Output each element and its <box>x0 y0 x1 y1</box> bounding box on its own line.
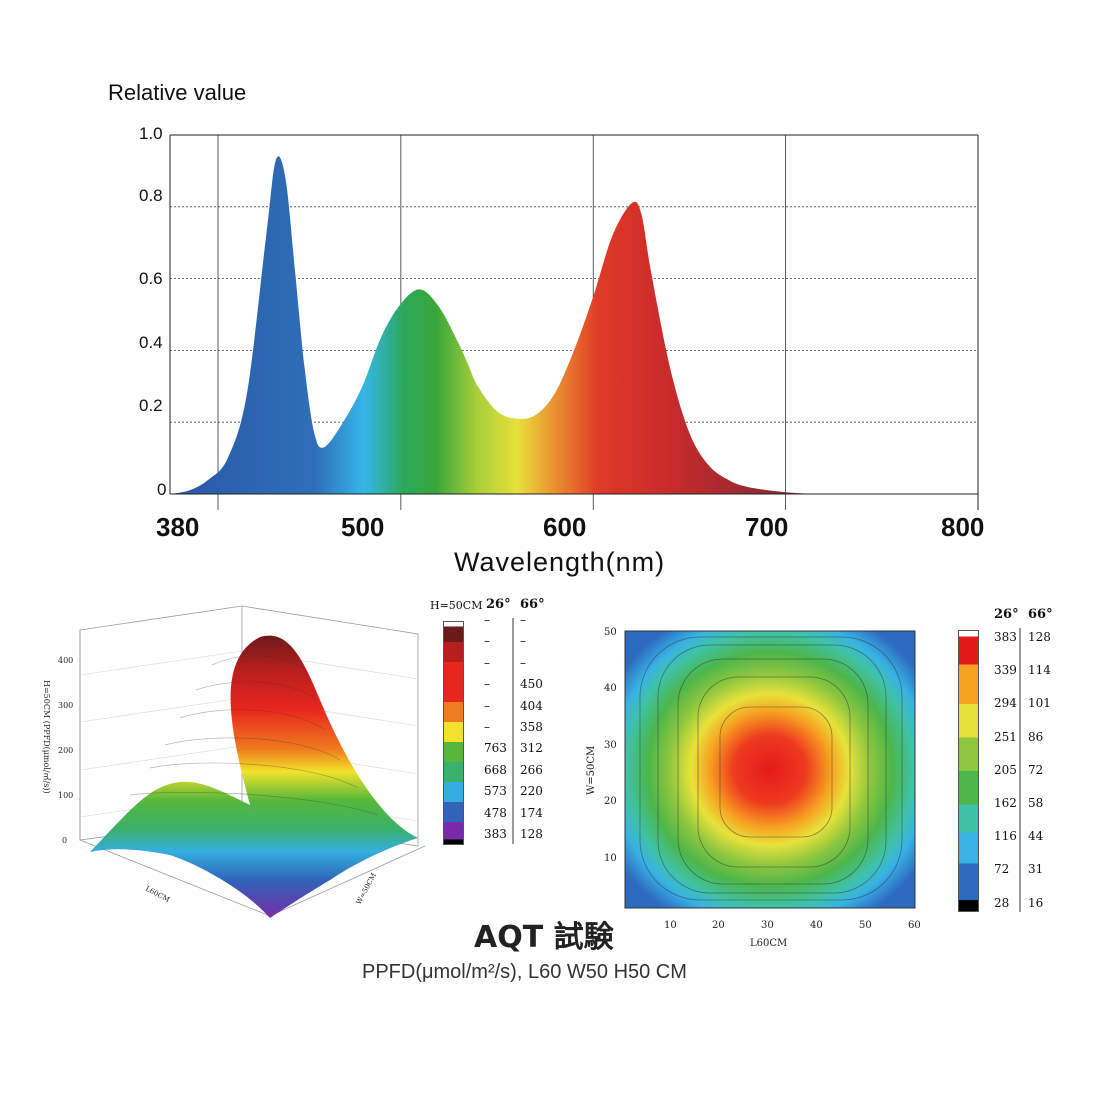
xtick-label: 380 <box>156 512 200 542</box>
heat-legend-col1-value: 383 <box>994 630 1017 644</box>
surface-legend-col1-value: 478 <box>484 805 507 820</box>
heat-ytick: 40 <box>604 683 617 694</box>
heat-xtick: 60 <box>908 920 921 931</box>
ytick-label: 0.2 <box>139 396 163 415</box>
heat-legend-col1-value: 205 <box>994 762 1017 777</box>
heat-xtick: 30 <box>761 920 774 931</box>
surface-zlabel: H=50CM (PPFD(μmol/㎡/s)) <box>42 680 51 794</box>
xtick-label: 700 <box>745 512 789 542</box>
heat-ytick: 20 <box>604 796 617 807</box>
ytick-label: 0.4 <box>139 333 163 352</box>
heat-legend-col2-header: 66° <box>1028 607 1053 622</box>
xtick-label: 500 <box>341 512 385 542</box>
surface-dome <box>90 635 418 918</box>
surface-legend-col2-value: 404 <box>520 698 543 713</box>
spectrum-frame <box>169 134 979 510</box>
surface-legend-col2-value: 266 <box>520 762 543 777</box>
surface-legend-col1-value: – <box>484 634 490 649</box>
heat-legend-col1-value: 339 <box>994 663 1017 678</box>
ytick-label: 0.8 <box>139 186 163 205</box>
surface-colorbar <box>443 621 464 845</box>
heatmap-contours <box>639 636 903 901</box>
heat-legend-col1-value: 294 <box>994 696 1017 711</box>
surface-legend-col1-value: – <box>484 720 490 734</box>
spectrum-ylabel: Relative value <box>108 80 247 105</box>
surface-legend-col2-value: – <box>520 613 526 627</box>
heat-xtick: 20 <box>712 920 725 931</box>
spectrum-area <box>170 156 978 494</box>
heat-ytick: 30 <box>604 740 617 751</box>
heat-legend-col2-value: 114 <box>1028 663 1051 678</box>
surface-contours <box>129 655 379 816</box>
surface-legend-col2-value: 450 <box>520 677 543 692</box>
heatmap-colorbar <box>958 630 979 912</box>
xtick-label: 600 <box>543 512 587 542</box>
surface-legend-col1-value: – <box>484 655 490 670</box>
heat-legend-col2-value: 16 <box>1028 895 1044 910</box>
ytick-label: 0.6 <box>139 269 163 288</box>
heat-legend-col1-value: 116 <box>994 829 1017 844</box>
surface-legend-col1-value: – <box>484 698 490 713</box>
surface-legend-col1-value: 763 <box>484 741 507 756</box>
heat-legend-col2-value: 31 <box>1028 862 1044 877</box>
surface-legend-col1-header: 26° <box>486 597 511 612</box>
legend-divider <box>1019 628 1021 912</box>
surface-ylabel: W=50CM <box>355 872 378 906</box>
surface-legend-title: H=50CM <box>430 599 483 612</box>
heat-xtick: 40 <box>810 920 823 931</box>
ztick-label: 400 <box>58 656 73 665</box>
caption-subtitle: PPFD(μmol/m²/s), L60 W50 H50 CM <box>362 961 687 983</box>
ztick-label: 200 <box>58 746 73 755</box>
heat-ytick: 50 <box>604 627 617 638</box>
surface-legend-col1-value: 383 <box>484 827 507 841</box>
surface-legend-col1-value: 668 <box>484 762 507 777</box>
heatmap-chart: 50 40 30 20 10 10 20 30 40 50 60 L60CM W… <box>586 627 921 949</box>
surface-legend-col2-value: – <box>520 655 526 670</box>
surface-legend-col2-value: 312 <box>520 741 543 756</box>
heat-legend-col1-value: 28 <box>994 895 1010 910</box>
surface-xlabel: L60CM <box>144 885 171 904</box>
heat-ylabel: W=50CM <box>586 746 597 795</box>
heat-xtick: 50 <box>859 920 872 931</box>
xtick-label: 800 <box>941 512 985 542</box>
ztick-label: 100 <box>58 791 73 800</box>
ytick-label: 1.0 <box>139 124 163 143</box>
legend-divider <box>512 618 514 844</box>
heat-legend-col2-value: 128 <box>1028 630 1051 644</box>
heat-legend-col1-header: 26° <box>994 607 1019 622</box>
ytick-label: 0 <box>157 480 167 499</box>
surface-legend-col2-value: 220 <box>520 784 543 799</box>
heatmap-field <box>624 630 916 909</box>
surface-legend-col2-value: – <box>520 634 526 649</box>
surface-legend-col2-header: 66° <box>520 597 545 612</box>
heat-legend-col2-value: 44 <box>1028 829 1044 844</box>
heat-xlabel: L60CM <box>750 938 787 949</box>
spectrum-xlabel: Wavelength(nm) <box>454 547 666 577</box>
ztick-label: 300 <box>58 701 73 710</box>
heat-legend-col1-value: 162 <box>994 796 1017 810</box>
heat-legend-col1-value: 72 <box>994 862 1010 877</box>
surface-legend-col2-value: 174 <box>520 805 543 820</box>
heat-legend-col2-value: 101 <box>1028 696 1051 711</box>
surface-legend-col1-value: – <box>484 677 490 692</box>
heat-legend-col2-value: 86 <box>1028 729 1044 744</box>
surface-chart: 0 100 200 300 400 H=50CM (PPFD(μmol/㎡/s)… <box>42 605 426 918</box>
surface-legend-col1-value: 573 <box>484 784 507 799</box>
heat-legend-col2-value: 72 <box>1028 762 1044 777</box>
heat-legend-col2-value: 58 <box>1028 796 1044 810</box>
heat-ytick: 10 <box>604 853 617 864</box>
surface-legend-col2-value: 358 <box>520 720 543 734</box>
caption-title: AQT 試験 <box>474 920 614 955</box>
surface-legend-col1-value: – <box>484 613 490 627</box>
heat-xtick: 10 <box>664 920 677 931</box>
surface-legend-col2-value: 128 <box>520 827 543 841</box>
ztick-label: 0 <box>62 836 67 845</box>
heat-legend-col1-value: 251 <box>994 729 1017 744</box>
spectrum-chart <box>169 134 979 510</box>
